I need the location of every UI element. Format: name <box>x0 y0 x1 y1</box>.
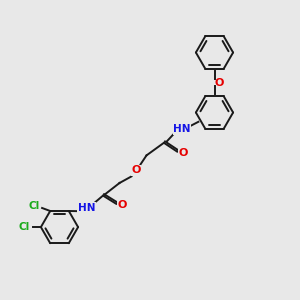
Text: O: O <box>215 77 224 88</box>
Text: Cl: Cl <box>28 201 39 211</box>
Text: O: O <box>131 165 141 176</box>
Text: O: O <box>178 148 188 158</box>
Text: Cl: Cl <box>19 222 30 232</box>
Text: O: O <box>117 200 127 211</box>
Text: HN: HN <box>173 124 190 134</box>
Text: HN: HN <box>78 202 95 213</box>
